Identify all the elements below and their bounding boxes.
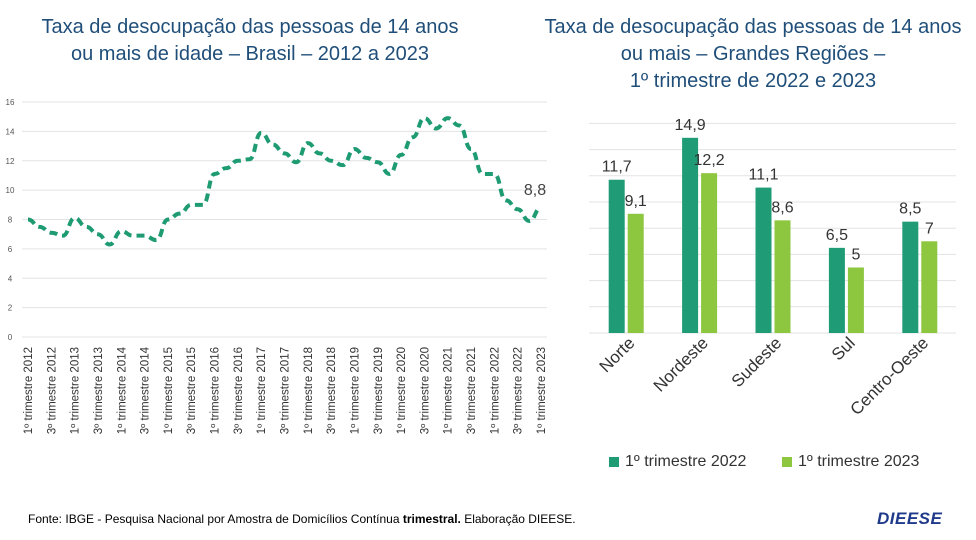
- left-x-tick-label: 1º trimestre 2023: [536, 347, 548, 434]
- left-y-tick-label: 12: [6, 157, 15, 166]
- left-x-tick-label: 3º trimestre 2020: [419, 347, 431, 434]
- source-suffix: Elaboração DIEESE.: [460, 512, 576, 526]
- bar-value-label: 7: [925, 220, 934, 237]
- region-category-label: Sul: [828, 333, 859, 364]
- left-x-tick-label: 1º trimestre 2013: [70, 347, 82, 434]
- region-bar: [627, 213, 644, 333]
- unemployment-line: [27, 116, 542, 247]
- left-y-tick-label: 2: [8, 304, 13, 313]
- region-bar: [755, 187, 772, 333]
- left-x-tick-label: 3º trimestre 2018: [326, 347, 338, 434]
- bar-value-label: 11,1: [749, 167, 779, 184]
- legend-swatch-2022: [609, 457, 619, 467]
- region-bar: [902, 221, 919, 333]
- left-x-tick-label: 1º trimestre 2012: [23, 347, 35, 434]
- bar-value-label: 14,9: [675, 117, 706, 134]
- bar-value-label: 5: [851, 247, 860, 264]
- left-x-tick-label: 3º trimestre 2012: [46, 347, 58, 434]
- legend-label-2022: 1º trimestre 2022: [625, 453, 747, 470]
- left-x-tick-label: 1º trimestre 2022: [489, 347, 501, 434]
- region-bar: [921, 241, 938, 333]
- last-value-label: 8,8: [524, 182, 546, 199]
- bar-value-label: 9,1: [625, 193, 647, 210]
- left-x-tick-label: 1º trimestre 2020: [396, 347, 408, 434]
- left-y-tick-label: 10: [6, 186, 15, 195]
- source-bold: trimestral.: [402, 512, 461, 526]
- region-bar: [682, 137, 699, 333]
- left-y-tick-label: 0: [8, 333, 13, 342]
- left-x-tick-label: 3º trimestre 2019: [373, 347, 385, 434]
- region-category-label: Norte: [596, 333, 639, 376]
- left-y-tick-label: 4: [8, 274, 13, 283]
- left-x-tick-label: 1º trimestre 2016: [210, 347, 222, 434]
- left-x-tick-label: 1º trimestre 2017: [256, 347, 268, 434]
- legend-label-2023: 1º trimestre 2023: [798, 453, 920, 470]
- region-bar: [847, 267, 864, 333]
- left-x-tick-label: 3º trimestre 2022: [513, 347, 525, 434]
- left-x-tick-label: 3º trimestre 2015: [186, 347, 198, 434]
- bar-value-label: 12,2: [694, 152, 725, 169]
- region-bar: [774, 220, 791, 333]
- bar-value-label: 6,5: [826, 227, 848, 244]
- left-x-tick-label: 3º trimestre 2017: [280, 347, 292, 434]
- bar-value-label: 11,7: [602, 159, 632, 176]
- left-x-tick-label: 1º trimestre 2021: [443, 347, 455, 434]
- left-x-tick-label: 3º trimestre 2016: [233, 347, 245, 434]
- left-y-tick-label: 6: [8, 245, 13, 254]
- left-x-tick-label: 3º trimestre 2013: [93, 347, 105, 434]
- right-chart-title: Taxa de desocupação das pessoas de 14 an…: [544, 16, 962, 92]
- bar-value-label: 8,5: [899, 201, 921, 218]
- region-bar: [701, 173, 718, 333]
- left-y-tick-label: 16: [6, 98, 15, 107]
- left-chart-title: Taxa de desocupação das pessoas de 14 an…: [41, 16, 459, 65]
- region-category-label: Centro-Oeste: [847, 333, 933, 419]
- region-bar: [828, 247, 845, 333]
- left-x-tick-label: 1º trimestre 2014: [116, 346, 128, 434]
- left-x-tick-label: 3º trimestre 2014: [140, 346, 152, 434]
- dieese-logo: DIEESE: [877, 509, 943, 528]
- left-y-tick-label: 14: [6, 127, 15, 136]
- left-x-tick-label: 1º trimestre 2015: [163, 347, 175, 434]
- source-footer: Fonte: IBGE - Pesquisa Nacional por Amos…: [28, 512, 576, 526]
- left-x-tick-label: 3º trimestre 2021: [466, 347, 478, 434]
- source-prefix: Fonte: IBGE - Pesquisa Nacional por Amos…: [28, 512, 403, 526]
- bar-value-label: 8,6: [771, 199, 793, 216]
- left-y-tick-label: 8: [8, 216, 13, 225]
- legend-item-2023: 1º trimestre 2023: [782, 453, 919, 471]
- region-category-label: Sudeste: [728, 333, 786, 391]
- left-x-tick-label: 1º trimestre 2019: [349, 347, 361, 434]
- region-bar: [608, 179, 625, 333]
- legend-swatch-2023: [782, 457, 792, 467]
- legend-item-2022: 1º trimestre 2022: [609, 453, 746, 471]
- left-x-tick-label: 1º trimestre 2018: [303, 347, 315, 434]
- region-category-label: Nordeste: [650, 333, 712, 395]
